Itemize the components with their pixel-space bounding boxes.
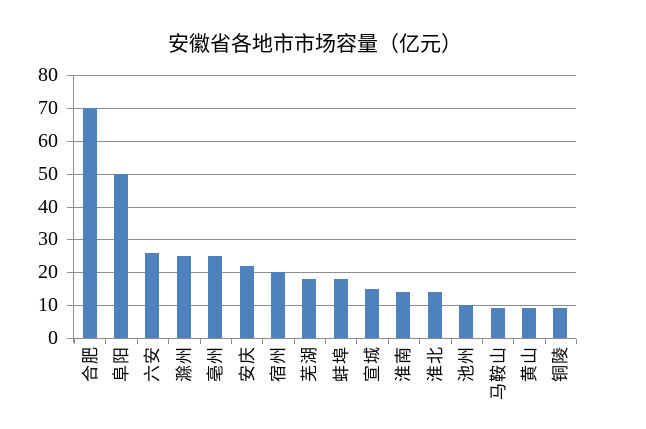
bar-5-亳州 [208, 256, 222, 338]
gridline [74, 305, 576, 306]
gridline [74, 108, 576, 109]
x-tick-label: 淮北 [426, 346, 445, 382]
x-axis-tick [513, 339, 514, 344]
y-axis-line [73, 75, 74, 343]
bar-9-蚌埠 [334, 279, 348, 338]
y-tick-label: 0 [48, 327, 58, 349]
y-tick-label: 50 [38, 163, 58, 185]
x-tick-label: 阜阳 [112, 346, 131, 382]
x-tick-label: 蚌埠 [332, 346, 351, 382]
x-axis-tick [74, 339, 75, 344]
x-tick-label: 铜陵 [551, 346, 570, 382]
x-axis-tick [482, 339, 483, 344]
x-tick-label: 淮南 [394, 346, 413, 382]
bar-2-阜阳 [114, 174, 128, 338]
x-tick-label: 黄山 [520, 346, 539, 382]
y-axis-tick [67, 207, 74, 208]
x-axis-tick [262, 339, 263, 344]
y-tick-label: 10 [38, 294, 58, 316]
y-axis-tick [67, 239, 74, 240]
gridline [74, 207, 576, 208]
x-axis-tick [231, 339, 232, 344]
y-axis-tick [67, 174, 74, 175]
x-axis-tick [105, 339, 106, 344]
x-axis-tick [451, 339, 452, 344]
x-tick-label: 滁州 [175, 346, 194, 382]
y-axis-tick [67, 305, 74, 306]
x-axis-tick [294, 339, 295, 344]
y-axis-tick [67, 141, 74, 142]
bar-13-池州 [459, 305, 473, 338]
bar-11-淮南 [396, 292, 410, 338]
x-axis-tick [419, 339, 420, 344]
chart-title: 安徽省各地市市场容量（亿元） [168, 32, 462, 56]
y-tick-label: 20 [38, 261, 58, 283]
gridline [74, 239, 576, 240]
x-axis-tick [388, 339, 389, 344]
y-tick-label: 60 [38, 130, 58, 152]
y-tick-label: 40 [38, 196, 58, 218]
x-tick-label: 芜湖 [300, 346, 319, 382]
bar-4-滁州 [177, 256, 191, 338]
gridline [74, 174, 576, 175]
x-tick-label: 宿州 [269, 346, 288, 382]
bar-1-合肥 [83, 108, 97, 338]
x-tick-label: 亳州 [206, 346, 225, 382]
bar-14-马鞍山 [491, 308, 505, 338]
x-axis-tick [545, 339, 546, 344]
y-axis-tick [67, 272, 74, 273]
bar-10-宣城 [365, 289, 379, 338]
x-axis-tick [576, 339, 577, 344]
y-tick-label: 80 [38, 64, 58, 86]
x-axis-tick [325, 339, 326, 344]
x-axis-tick [356, 339, 357, 344]
x-tick-label: 池州 [457, 346, 476, 382]
bar-16-铜陵 [553, 308, 567, 338]
x-axis-tick [200, 339, 201, 344]
bar-8-芜湖 [302, 279, 316, 338]
x-axis-line [74, 338, 576, 339]
bar-6-安庆 [240, 266, 254, 338]
bar-12-淮北 [428, 292, 442, 338]
y-tick-label: 70 [38, 97, 58, 119]
x-tick-label: 合肥 [81, 346, 100, 382]
x-axis-tick [137, 339, 138, 344]
bar-3-六安 [145, 253, 159, 338]
y-axis-tick [67, 75, 74, 76]
gridline [74, 141, 576, 142]
bar-7-宿州 [271, 272, 285, 338]
y-axis-tick [67, 338, 74, 339]
bar-15-黄山 [522, 308, 536, 338]
gridline [74, 272, 576, 273]
gridline [74, 75, 576, 76]
y-axis-tick [67, 108, 74, 109]
x-tick-label: 安庆 [238, 346, 257, 382]
y-tick-label: 30 [38, 228, 58, 250]
x-tick-label: 宣城 [363, 346, 382, 382]
x-tick-label: 六安 [143, 346, 162, 382]
x-tick-label: 马鞍山 [489, 346, 508, 400]
x-axis-tick [168, 339, 169, 344]
